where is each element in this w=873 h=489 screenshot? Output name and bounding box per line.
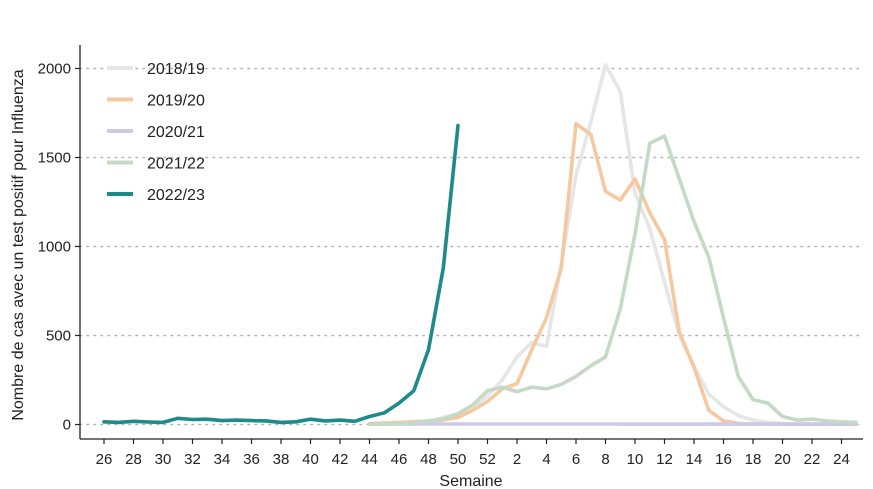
series-line-2022-23 (102, 123, 460, 425)
x-tick-label: 24 (833, 451, 850, 468)
series-line-2018-19 (367, 63, 859, 427)
series-line-2021-22 (367, 134, 859, 427)
legend-label: 2020/21 (147, 124, 205, 141)
legend-item: 2019/20 (107, 93, 205, 110)
x-tick-label: 34 (214, 451, 231, 468)
x-tick-label: 2 (513, 451, 521, 468)
x-tick-label: 18 (745, 451, 762, 468)
x-tick-label: 8 (601, 451, 609, 468)
legend-item: 2018/19 (107, 61, 205, 78)
legend-label: 2021/22 (147, 156, 205, 173)
legend-label: 2018/19 (147, 61, 205, 78)
x-tick-label: 40 (302, 451, 319, 468)
y-tick-label: 0 (63, 417, 71, 434)
series-lines (102, 63, 859, 427)
x-axis-title: Semaine (439, 473, 502, 489)
x-tick-label: 28 (125, 451, 142, 468)
x-tick-label: 20 (774, 451, 791, 468)
x-tick-label: 44 (361, 451, 378, 468)
y-axis-title: Nombre de cas avec un test positif pour … (10, 69, 27, 420)
x-tick-label: 50 (450, 451, 467, 468)
y-tick-label: 500 (46, 328, 71, 345)
x-axis-ticks: 26 28 30 32 34 36 38 40 42 44 46 48 50 52 2 4 6 8 10 12 14 16… (96, 439, 850, 468)
x-tick-label: 46 (391, 451, 408, 468)
x-tick-label: 42 (332, 451, 349, 468)
legend-item: 2021/22 (107, 156, 205, 173)
x-tick-label: 14 (686, 451, 703, 468)
x-tick-label: 48 (420, 451, 437, 468)
y-tick-label: 1500 (38, 150, 71, 167)
x-tick-label: 12 (656, 451, 673, 468)
x-tick-label: 10 (627, 451, 644, 468)
x-tick-label: 26 (96, 451, 113, 468)
x-tick-label: 4 (542, 451, 550, 468)
legend: 2018/19 2019/20 2020/21 2021/22 2022/23 (107, 61, 205, 204)
legend-label: 2022/23 (147, 187, 205, 204)
x-tick-label: 36 (243, 451, 260, 468)
x-tick-label: 6 (572, 451, 580, 468)
x-tick-label: 52 (479, 451, 496, 468)
legend-item: 2022/23 (107, 187, 205, 204)
x-tick-label: 30 (155, 451, 172, 468)
y-axis-ticks: 0 500 1000 1500 2000 (38, 61, 80, 434)
y-tick-label: 2000 (38, 61, 71, 78)
y-tick-label: 1000 (38, 239, 71, 256)
legend-item: 2020/21 (107, 124, 205, 141)
x-tick-label: 38 (273, 451, 290, 468)
x-tick-label: 16 (715, 451, 732, 468)
x-tick-label: 32 (184, 451, 201, 468)
y-gridlines (79, 67, 864, 426)
x-tick-label: 22 (804, 451, 821, 468)
legend-label: 2019/20 (147, 93, 205, 110)
